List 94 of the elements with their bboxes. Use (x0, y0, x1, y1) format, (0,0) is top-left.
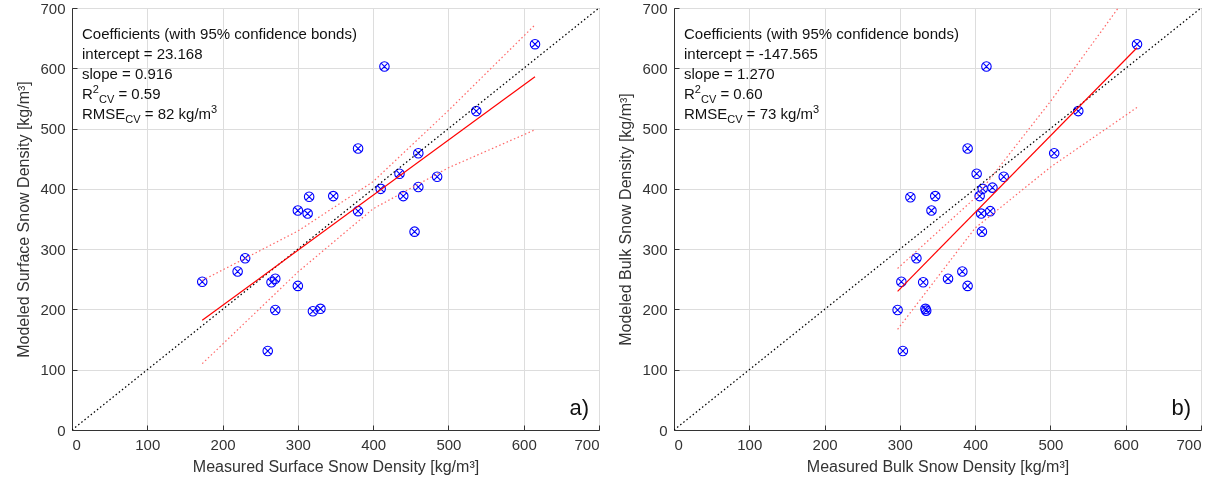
y-tick-label: 100 (642, 361, 668, 379)
x-tick-label: 600 (511, 435, 537, 453)
point (352, 205, 364, 217)
point (917, 277, 929, 288)
x-tick-label: 200 (210, 435, 236, 453)
point (897, 345, 909, 357)
x-tick-label: 500 (1038, 435, 1064, 453)
point (239, 252, 251, 264)
point (409, 226, 420, 237)
point (302, 208, 313, 219)
point (266, 277, 277, 288)
y-tick-label: 200 (40, 300, 66, 318)
point (529, 38, 541, 50)
point (962, 143, 973, 154)
point (413, 148, 424, 159)
point (375, 183, 386, 195)
point (962, 280, 973, 292)
x-tick-label: 300 (887, 435, 913, 453)
line-series (201, 129, 536, 365)
x-axis-title: Measured Bulk Snow Density [kg/m³] (806, 457, 1070, 475)
y-tick-label: 400 (642, 180, 668, 198)
point (292, 280, 304, 292)
point (1048, 148, 1060, 159)
x-tick-label: 100 (737, 435, 763, 453)
y-tick-label: 700 (642, 0, 668, 17)
x-tick-label: 500 (436, 435, 462, 453)
y-tick-label: 100 (40, 361, 66, 379)
point (974, 190, 985, 202)
y-tick-label: 200 (642, 300, 668, 318)
text: a) (569, 395, 589, 420)
x-tick-label: 200 (812, 435, 838, 453)
point (394, 168, 405, 180)
y-tick-label: 0 (659, 421, 668, 439)
annotation: intercept = 23.168 (82, 44, 204, 64)
point (942, 273, 954, 284)
annotation: R$^{2}$$_{CV}$ = 0.60 (684, 83, 764, 105)
point (232, 266, 243, 277)
annotation: RMSE$_{CV}$ = 73 kg/m$^{3}$ (684, 103, 821, 125)
annotation: RMSE$_{CV}$ = 82 kg/m$^{3}$ (82, 103, 219, 125)
point (470, 105, 482, 117)
point (929, 190, 941, 202)
annotation: Coefficients (with 95% confidence bonds) (82, 24, 357, 44)
y-tick-label: 500 (642, 120, 668, 138)
point (981, 61, 992, 72)
point (998, 171, 1010, 183)
point (926, 205, 937, 216)
y-axis-title: Modeled Surface Snow Density [kg/m³] (15, 81, 33, 358)
x-tick-label: 0 (674, 435, 683, 453)
y-tick-label: 300 (642, 240, 668, 258)
point (327, 190, 339, 202)
line-series (897, 106, 1138, 330)
annotation: Coefficients (with 95% confidence bonds) (684, 24, 959, 44)
point (269, 304, 281, 316)
annotation: intercept = -147.565 (684, 44, 819, 64)
y-tick-label: 600 (642, 59, 668, 77)
point (957, 266, 968, 277)
annotation: slope = 1.270 (684, 64, 776, 84)
y-tick-label: 500 (40, 120, 66, 138)
x-tick-label: 100 (135, 435, 161, 453)
x-tick-label: 700 (574, 435, 600, 453)
point (397, 190, 409, 202)
point (971, 168, 982, 180)
point (303, 191, 315, 202)
annotation: R$^{2}$$_{CV}$ = 0.59 (82, 83, 162, 105)
point (911, 252, 922, 264)
x-tick-label: 600 (1113, 435, 1139, 453)
point (262, 345, 274, 357)
x-tick-label: 300 (285, 435, 311, 453)
y-tick-label: 0 (57, 421, 66, 439)
x-tick-label: 400 (963, 435, 989, 453)
y-axis-title: Modeled Bulk Snow Density [kg/m³] (617, 93, 635, 346)
point (413, 181, 424, 193)
point (1131, 38, 1143, 50)
y-tick-label: 700 (40, 0, 66, 17)
point (379, 61, 390, 72)
x-axis-title: Measured Surface Snow Density [kg/m³] (192, 457, 480, 475)
point (976, 226, 988, 237)
point (892, 304, 903, 316)
point (896, 276, 907, 287)
point (431, 171, 443, 183)
point (905, 192, 916, 203)
point (196, 276, 208, 287)
point (352, 143, 364, 154)
y-tick-label: 600 (40, 59, 66, 77)
point (292, 205, 304, 216)
x-tick-label: 400 (361, 435, 387, 453)
point (269, 273, 281, 284)
y-tick-label: 300 (40, 240, 66, 258)
x-tick-label: 700 (1176, 435, 1202, 453)
x-tick-label: 0 (72, 435, 81, 453)
y-tick-label: 400 (40, 180, 66, 198)
text: b) (1171, 395, 1191, 420)
point (1072, 105, 1084, 117)
annotation: slope = 0.916 (82, 64, 174, 84)
